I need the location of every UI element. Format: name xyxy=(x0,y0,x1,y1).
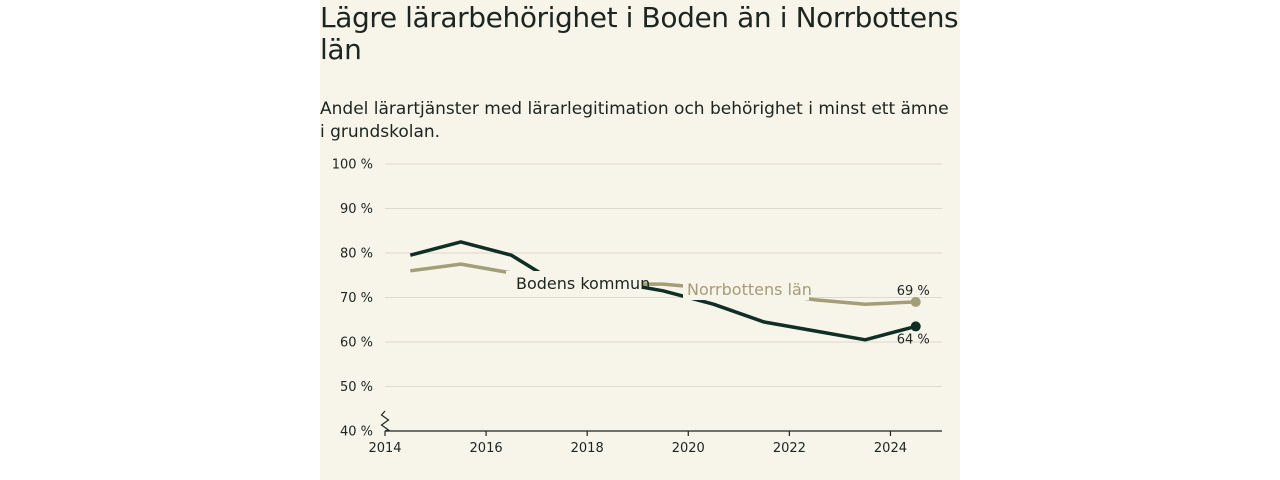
chart-subtitle: Andel lärartjänster med lärarlegitimatio… xyxy=(320,99,949,142)
labels: Bodens kommun Norrbottens län 69 % 64 % xyxy=(506,271,930,347)
y-tick-label: 40 % xyxy=(340,425,373,440)
x-tick-label: 2020 xyxy=(672,441,705,456)
series-label-background xyxy=(506,271,642,293)
series-label-norrbottens-lan: Norrbottens län xyxy=(687,280,812,299)
end-label-norrbottens-lan: 69 % xyxy=(897,284,930,299)
x-tick-label: 2022 xyxy=(773,441,806,456)
y-tick-label: 100 % xyxy=(332,158,373,173)
series-line-bodens-kommun xyxy=(409,240,917,342)
axis-break-icon xyxy=(380,410,390,432)
line-chart: 100 % 90 % 80 % 70 % 60 % 50 % 40 %2014 2016 201… xyxy=(332,158,942,456)
y-tick-label: 70 % xyxy=(340,291,373,306)
end-point-norrbottens-lan xyxy=(910,296,921,307)
series-label-background xyxy=(683,278,809,300)
x-tick-label: 2016 xyxy=(470,441,503,456)
y-tick-label: 50 % xyxy=(340,380,373,395)
axes: 100 % 90 % 80 % 70 % 60 % 50 % 40 %2014 2016 201… xyxy=(332,158,942,456)
gridlines xyxy=(385,163,942,387)
series-line-norrbottens-lan xyxy=(410,262,916,306)
series-label-bodens-kommun: Bodens kommun xyxy=(516,274,650,293)
x-tick-label: 2018 xyxy=(571,441,604,456)
chart-title: Lägre lärarbehörighet i Boden än i Norrb… xyxy=(320,1,959,66)
x-tick-label: 2014 xyxy=(368,441,401,456)
y-tick-label: 80 % xyxy=(340,247,373,262)
x-tick-label: 2024 xyxy=(874,441,907,456)
end-point-bodens-kommun xyxy=(910,321,921,332)
series-lines xyxy=(409,240,921,342)
y-tick-label: 60 % xyxy=(340,336,373,351)
end-label-bodens-kommun: 64 % xyxy=(897,332,930,347)
chart-card: Lägre lärarbehörighet i Boden än i Norrb… xyxy=(320,0,960,480)
y-tick-label: 90 % xyxy=(340,202,373,217)
